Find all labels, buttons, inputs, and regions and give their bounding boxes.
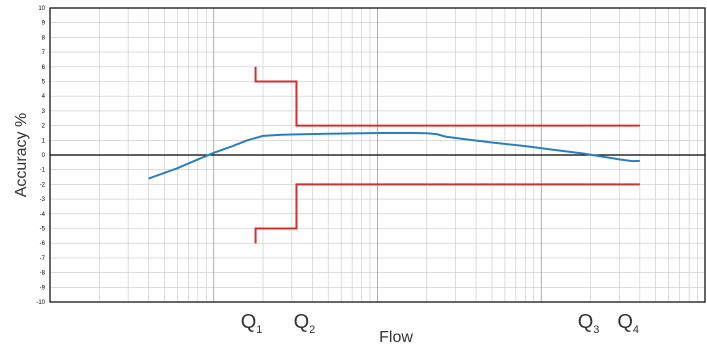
accuracy-limit-lines xyxy=(254,66,640,244)
q-label-1: Q1 xyxy=(241,311,263,336)
q-label-4: Q4 xyxy=(617,311,639,336)
y-tick-label: -3 xyxy=(40,197,46,203)
y-tick-label: 10 xyxy=(38,6,45,12)
q-label-3: Q3 xyxy=(578,311,600,336)
x-axis-title: Flow xyxy=(379,329,413,346)
y-tick-label: -8 xyxy=(40,271,46,277)
y-tick-label: 8 xyxy=(42,35,46,41)
y-tick-label: -7 xyxy=(40,256,46,262)
upper-limit-line xyxy=(254,66,640,127)
y-tick-label: 2 xyxy=(42,124,46,130)
y-tick-label: -4 xyxy=(40,212,46,218)
y-tick-label: -6 xyxy=(40,241,46,247)
y-tick-label: -2 xyxy=(40,182,46,188)
lower-limit-line xyxy=(254,183,640,244)
y-tick-label: -9 xyxy=(40,285,46,291)
y-tick-label: -10 xyxy=(36,300,45,306)
q-label-2: Q2 xyxy=(294,311,316,336)
y-tick-label: -1 xyxy=(40,168,46,174)
y-tick-label: -5 xyxy=(40,227,46,233)
q-labels: Q1 Q2 Q3 Q4 xyxy=(241,311,639,336)
series-lines xyxy=(148,131,640,180)
y-tick-label: 1 xyxy=(42,138,46,144)
accuracy-curve xyxy=(148,131,640,180)
y-tick-label: 7 xyxy=(42,50,46,56)
y-tick-label: 9 xyxy=(42,21,46,27)
plot-border xyxy=(49,7,706,303)
y-tick-label: 5 xyxy=(42,80,46,86)
y-tick-label: 3 xyxy=(42,109,46,115)
y-tick-label: 6 xyxy=(42,65,46,71)
y-tick-label: 4 xyxy=(42,94,46,100)
y-tick-label: 0 xyxy=(42,153,46,159)
y-axis-title: Accuracy % xyxy=(13,113,30,197)
